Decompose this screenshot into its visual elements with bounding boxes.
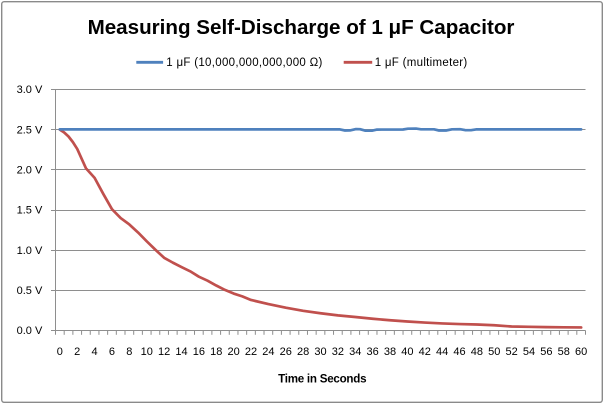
svg-text:8: 8	[126, 346, 132, 358]
svg-text:34: 34	[349, 346, 361, 358]
svg-text:1 μF (10,000,000,000,000 Ω): 1 μF (10,000,000,000,000 Ω)	[166, 57, 322, 69]
svg-text:36: 36	[367, 346, 379, 358]
svg-text:1.5 V: 1.5 V	[17, 205, 43, 217]
svg-text:20: 20	[227, 346, 239, 358]
svg-text:0.0 V: 0.0 V	[17, 325, 43, 337]
svg-text:0: 0	[57, 346, 63, 358]
svg-text:2: 2	[74, 346, 80, 358]
svg-text:4: 4	[92, 346, 98, 358]
svg-text:16: 16	[193, 346, 205, 358]
svg-text:42: 42	[419, 346, 431, 358]
svg-text:3.0 V: 3.0 V	[17, 84, 43, 96]
svg-text:38: 38	[384, 346, 396, 358]
svg-text:40: 40	[401, 346, 413, 358]
svg-text:10: 10	[141, 346, 153, 358]
svg-text:1.0 V: 1.0 V	[17, 245, 43, 257]
svg-text:30: 30	[314, 346, 326, 358]
svg-text:0.5 V: 0.5 V	[17, 285, 43, 297]
svg-text:Time in Seconds: Time in Seconds	[278, 373, 366, 386]
svg-text:60: 60	[575, 346, 587, 358]
svg-text:46: 46	[453, 346, 465, 358]
svg-text:2.5 V: 2.5 V	[17, 124, 43, 136]
svg-text:6: 6	[109, 346, 115, 358]
svg-text:14: 14	[175, 346, 187, 358]
svg-text:26: 26	[280, 346, 292, 358]
svg-text:56: 56	[540, 346, 552, 358]
svg-text:2.0 V: 2.0 V	[17, 165, 43, 177]
svg-text:52: 52	[506, 346, 518, 358]
svg-text:1 μF (multimeter): 1 μF (multimeter)	[375, 57, 468, 69]
svg-text:44: 44	[436, 346, 448, 358]
svg-text:48: 48	[471, 346, 483, 358]
svg-text:28: 28	[297, 346, 309, 358]
svg-text:24: 24	[262, 346, 274, 358]
svg-text:18: 18	[210, 346, 222, 358]
svg-text:58: 58	[558, 346, 570, 358]
svg-text:50: 50	[488, 346, 500, 358]
svg-text:32: 32	[332, 346, 344, 358]
svg-text:22: 22	[245, 346, 257, 358]
svg-text:12: 12	[158, 346, 170, 358]
svg-text:Measuring Self-Discharge of 1: Measuring Self-Discharge of 1 μF Capacit…	[88, 16, 515, 39]
svg-text:54: 54	[523, 346, 535, 358]
